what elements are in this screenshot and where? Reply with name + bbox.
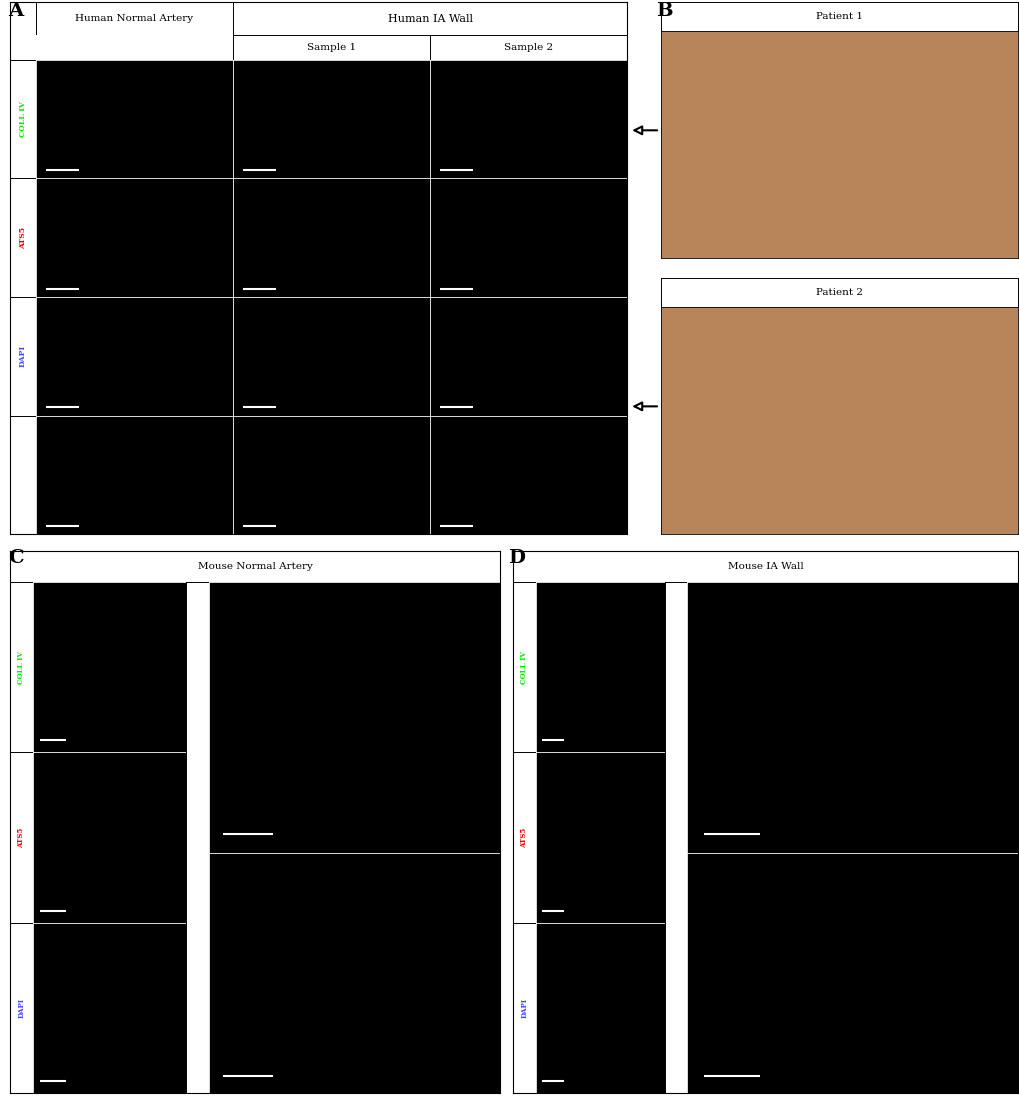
- Text: COLL IV: COLL IV: [19, 101, 26, 137]
- Text: ATS5: ATS5: [17, 828, 25, 847]
- Text: Mouse Normal Artery: Mouse Normal Artery: [198, 562, 312, 571]
- Text: ATS5: ATS5: [19, 227, 26, 249]
- Text: OVERLAY: OVERLAY: [19, 455, 26, 496]
- Text: DAPI: DAPI: [520, 998, 528, 1018]
- Text: Mouse IA Wall: Mouse IA Wall: [727, 562, 803, 571]
- Text: Sample 1: Sample 1: [307, 43, 356, 52]
- Text: COLL IV: COLL IV: [17, 650, 25, 683]
- Text: DAPI: DAPI: [19, 345, 26, 367]
- Text: ATS5: ATS5: [520, 828, 528, 847]
- Text: COLL IV: COLL IV: [520, 650, 528, 683]
- Text: Human Normal Artery: Human Normal Artery: [75, 14, 194, 23]
- Text: Patient 1: Patient 1: [815, 12, 862, 21]
- Text: B: B: [655, 2, 672, 20]
- Text: Human IA Wall: Human IA Wall: [387, 13, 472, 24]
- Text: Patient 2: Patient 2: [815, 288, 862, 298]
- Text: A: A: [8, 2, 23, 20]
- Text: DAPI: DAPI: [17, 998, 25, 1018]
- Text: OVERLAY: OVERLAY: [672, 817, 679, 858]
- Text: D: D: [507, 549, 525, 566]
- Text: C: C: [8, 549, 23, 566]
- Text: Sample 2: Sample 2: [503, 43, 552, 52]
- Text: OVERLAY: OVERLAY: [194, 817, 202, 858]
